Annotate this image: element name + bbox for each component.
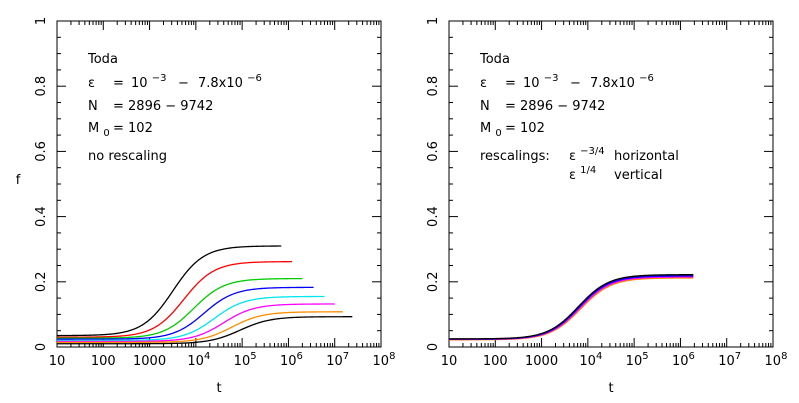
right-x-tick-label: 105 — [626, 351, 649, 369]
right-x-tick-label: 1000 — [525, 354, 558, 369]
right-epsilon-equals: = — [505, 76, 516, 91]
right-series-collapsed-magenta — [449, 276, 694, 341]
left-epsilon-b-exp: −6 — [247, 73, 262, 84]
left-y-ticks: 0 0.2 0.4 0.6 0.8 1 — [34, 17, 381, 351]
left-epsilon-a-exp: −3 — [152, 73, 167, 84]
left-series-curve-5 — [57, 295, 325, 342]
right-y-tick-label: 0.4 — [426, 206, 441, 227]
right-m-value: = 102 — [505, 121, 545, 136]
right-series-collapsed-red — [449, 274, 694, 340]
left-model-label: Toda — [87, 52, 118, 67]
left-m-line: M 0 = 102 — [88, 121, 153, 140]
left-series-curve-3 — [57, 277, 303, 339]
left-x-tick-label: 10 — [49, 354, 66, 369]
right-y-tick-label: 0.2 — [426, 271, 441, 292]
left-series-curve-2 — [57, 261, 293, 338]
left-y-tick-label: 0.6 — [34, 141, 49, 162]
right-y-tick-label: 0 — [426, 343, 441, 351]
left-epsilon-dash: − — [178, 76, 189, 91]
right-plot-frame — [448, 20, 774, 348]
left-x-tick-label: 108 — [373, 351, 396, 369]
left-plot-frame — [56, 20, 382, 348]
right-x-tick-label: 106 — [672, 351, 695, 369]
left-series-curve-7 — [57, 311, 343, 344]
right-rescale-h-symbol: ε — [569, 149, 576, 164]
right-m-subscript: 0 — [495, 128, 501, 139]
left-n-range: = 2896 − 9742 — [113, 99, 213, 114]
left-series-curve-6 — [57, 303, 335, 343]
left-y-tick-label: 0.4 — [34, 206, 49, 227]
left-x-tick-label: 105 — [234, 351, 257, 369]
right-epsilon-a: 10 — [523, 76, 540, 91]
left-y-tick-label: 1 — [34, 17, 49, 25]
left-epsilon-line: ε = 10 −3 − 7.8x10 −6 — [88, 70, 262, 91]
right-rescale-vertical: ε 1/4 vertical — [569, 162, 662, 183]
right-series-group — [449, 274, 694, 341]
left-x-tick-label: 107 — [326, 351, 349, 369]
right-x-tick-label: 104 — [579, 351, 602, 369]
left-n-line: N = 2896 − 9742 — [88, 99, 213, 114]
right-epsilon-symbol: ε — [480, 76, 487, 91]
left-m-symbol: M — [88, 121, 99, 136]
left-n-symbol: N — [88, 99, 98, 114]
right-x-ticks: 10 100 1000 104 105 106 107 108 — [441, 21, 788, 369]
left-series-curve-4 — [57, 286, 314, 340]
left-note: no rescaling — [88, 149, 167, 164]
right-series-collapsed-orange — [449, 277, 694, 341]
right-series-collapsed-black — [449, 274, 694, 340]
left-epsilon-equals: = — [113, 76, 124, 91]
right-x-tick-label: 10 — [441, 354, 458, 369]
left-y-tick-label: 0.2 — [34, 271, 49, 292]
right-y-tick-label: 0.8 — [426, 76, 441, 97]
right-y-ticks: 0 0.2 0.4 0.6 0.8 1 — [426, 17, 773, 351]
right-epsilon-line: ε = 10 −3 − 7.8x10 −6 — [480, 70, 654, 91]
right-epsilon-dash: − — [570, 76, 581, 91]
right-x-axis-label: t — [608, 381, 613, 396]
right-epsilon-b-exp: −6 — [639, 73, 654, 84]
right-x-tick-label: 108 — [765, 351, 788, 369]
right-n-line: N = 2896 − 9742 — [480, 99, 605, 114]
right-epsilon-a-exp: −3 — [544, 73, 559, 84]
right-rescale-v-label: vertical — [614, 168, 662, 183]
right-rescale-v-exp: 1/4 — [580, 165, 596, 176]
right-rescalings-label: rescalings: — [480, 149, 550, 164]
left-x-tick-label: 1000 — [133, 354, 166, 369]
right-series-collapsed-blue — [449, 275, 694, 340]
right-x-tick-label: 100 — [483, 354, 508, 369]
left-x-axis-label: t — [216, 381, 221, 396]
right-panel: 10 100 1000 104 105 106 107 108 00.20.40.60.81 … — [426, 17, 787, 396]
right-m-line: M 0 = 102 — [480, 121, 545, 140]
left-y-tick-label: 0 — [34, 343, 49, 351]
left-y-axis-label: f — [16, 173, 21, 188]
left-x-tick-label: 100 — [91, 354, 116, 369]
right-rescale-h-exp: −3/4 — [580, 146, 604, 157]
left-series-curve-1 — [57, 245, 282, 337]
left-y-tick-label: 0.8 — [34, 76, 49, 97]
right-n-range: = 2896 − 9742 — [505, 99, 605, 114]
right-y-tick-label: 0.6 — [426, 141, 441, 162]
right-n-symbol: N — [480, 99, 490, 114]
left-epsilon-symbol: ε — [88, 76, 95, 91]
right-rescale-horizontal: ε −3/4 horizontal — [569, 143, 679, 164]
right-rescale-h-label: horizontal — [614, 149, 679, 164]
left-x-tick-label: 104 — [187, 351, 210, 369]
left-epsilon-b: 7.8x10 — [198, 76, 243, 91]
left-series-curve-8 — [57, 316, 353, 345]
right-rescale-v-symbol: ε — [569, 168, 576, 183]
right-model-label: Toda — [479, 52, 510, 67]
left-series-group — [57, 245, 353, 345]
left-x-tick-label: 106 — [280, 351, 303, 369]
left-epsilon-a: 10 — [131, 76, 148, 91]
right-epsilon-b: 7.8x10 — [590, 76, 635, 91]
left-m-subscript: 0 — [103, 128, 109, 139]
right-y-tick-label: 1 — [426, 17, 441, 25]
right-x-tick-label: 107 — [718, 351, 741, 369]
left-m-value: = 102 — [113, 121, 153, 136]
right-m-symbol: M — [480, 121, 491, 136]
left-panel: 10 100 1000 104 105 106 107 108 00.20.40.60.81 … — [16, 17, 396, 396]
